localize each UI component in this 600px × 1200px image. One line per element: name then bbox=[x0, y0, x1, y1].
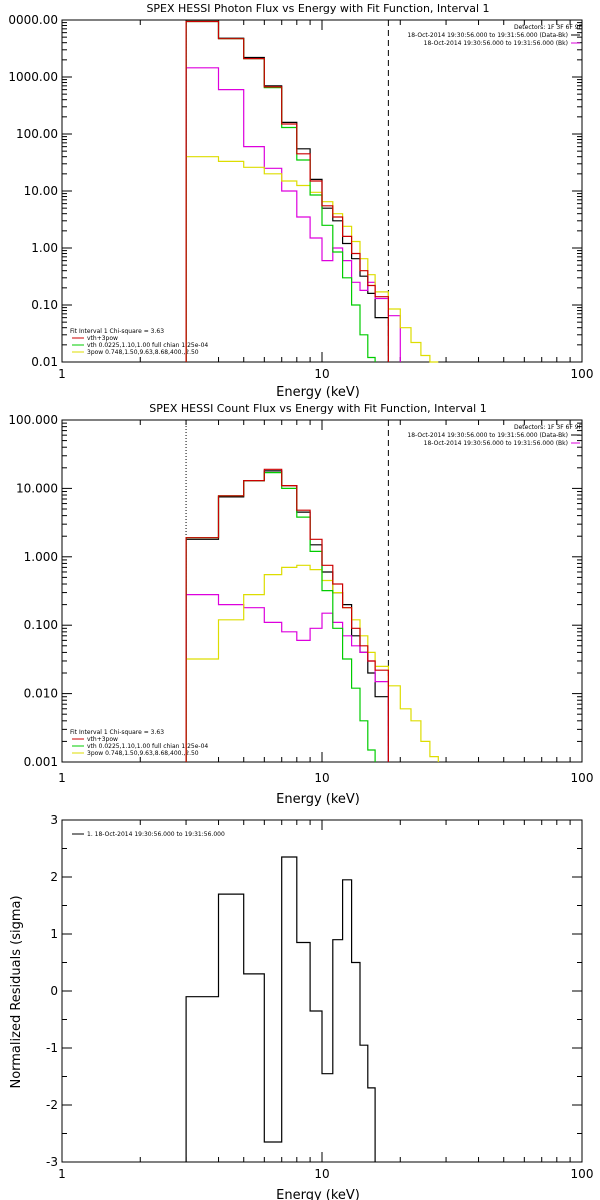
count-flux-panel: SPEX HESSI Count Flux vs Energy with Fit… bbox=[8, 402, 593, 807]
photon-x-tick-label: 10 bbox=[314, 367, 329, 381]
photon-legend-label-3: 3pow 0.748,1.50,9.63,8.68,400.,2.50 bbox=[87, 349, 199, 356]
residuals-x-tick-label: 10 bbox=[314, 1167, 329, 1181]
residuals-y-tick-label: 0 bbox=[50, 984, 58, 998]
photon-time-label-1: 18-Oct-2014 19:30:56.000 to 19:31:56.000… bbox=[407, 32, 568, 39]
count-y-tick-label: 10.000 bbox=[16, 481, 58, 495]
photon-y-tick-label: 1.00 bbox=[31, 241, 58, 255]
count-detectors-label: Detectors: 1F 3F 6F 9F bbox=[514, 424, 583, 431]
residuals-xlabel: Energy (keV) bbox=[276, 1188, 360, 1200]
photon-flux-panel: SPEX HESSI Photon Flux vs Energy with Fi… bbox=[8, 2, 593, 400]
residuals-y-tick-label: 3 bbox=[50, 813, 58, 827]
residuals-y-tick-label: -3 bbox=[46, 1155, 58, 1169]
count-y-tick-label: 1.000 bbox=[24, 550, 58, 564]
count-flux-xlabel: Energy (keV) bbox=[276, 792, 360, 807]
photon-y-tick-label: 1000.00 bbox=[8, 70, 58, 84]
count-y-tick-label: 0.100 bbox=[24, 618, 58, 632]
count-legend-label-3: 3pow 0.748,1.50,9.63,8.68,400.,2.50 bbox=[87, 750, 199, 757]
photon-y-tick-label: 100.00 bbox=[16, 127, 58, 141]
residuals-legend-label: 1. 18-Oct-2014 19:30:56.000 to 19:31:56.… bbox=[87, 831, 225, 838]
count-series-vth bbox=[185, 472, 376, 762]
photon-series-vth-3pow-total bbox=[185, 20, 389, 362]
residuals-y-tick-label: -2 bbox=[46, 1098, 58, 1112]
photon-y-tick-label: 0.01 bbox=[31, 355, 58, 369]
photon-flux-title: SPEX HESSI Photon Flux vs Energy with Fi… bbox=[146, 2, 489, 15]
count-y-tick-label: 0.010 bbox=[24, 687, 58, 701]
residuals-x-tick-label: 1 bbox=[58, 1167, 66, 1181]
photon-series-background bbox=[185, 67, 401, 362]
photon-legend-label-1: vth+3pow bbox=[87, 335, 118, 342]
count-flux-title: SPEX HESSI Count Flux vs Energy with Fit… bbox=[149, 402, 486, 415]
photon-legend-title: Fit Interval 1 Chi-square = 3.63 bbox=[70, 328, 164, 335]
count-time-label-1: 18-Oct-2014 19:30:56.000 to 19:31:56.000… bbox=[407, 432, 568, 439]
residuals-series-residual bbox=[185, 856, 376, 1162]
count-time-label-2: 18-Oct-2014 19:30:56.000 to 19:31:56.000… bbox=[424, 440, 568, 447]
count-legend-label-2: vth 0.0225,1.10,1.00 full chian 1.25e-04 bbox=[87, 743, 208, 750]
count-x-tick-label: 100 bbox=[571, 771, 594, 785]
residuals-x-tick-label: 100 bbox=[571, 1167, 594, 1181]
residuals-plot-frame bbox=[61, 819, 583, 1163]
photon-series-vth bbox=[185, 20, 376, 362]
count-legend-title: Fit Interval 1 Chi-square = 3.63 bbox=[70, 729, 164, 736]
residuals-y-tick-label: 2 bbox=[50, 870, 58, 884]
photon-time-label-2: 18-Oct-2014 19:30:56.000 to 19:31:56.000… bbox=[424, 40, 568, 47]
count-x-tick-label: 1 bbox=[58, 771, 66, 785]
count-series-bpow bbox=[185, 564, 439, 762]
count-series-data-bk bbox=[185, 470, 389, 762]
photon-series-data-bk bbox=[185, 20, 389, 362]
residuals-panel: Energy (keV) Normalized Residuals (sigma… bbox=[9, 813, 593, 1200]
photon-detectors-label: Detectors: 1F 3F 6F 9F bbox=[514, 24, 583, 31]
photon-y-tick-label: 0000.00 bbox=[8, 13, 58, 27]
photon-x-tick-label: 100 bbox=[571, 367, 594, 381]
residuals-ylabel: Normalized Residuals (sigma) bbox=[9, 895, 24, 1088]
count-series-vth-3pow-total bbox=[185, 468, 389, 762]
count-y-tick-label: 100.000 bbox=[8, 413, 58, 427]
photon-flux-xlabel: Energy (keV) bbox=[276, 385, 360, 400]
photon-x-tick-label: 1 bbox=[58, 367, 66, 381]
count-y-tick-label: 0.001 bbox=[24, 755, 58, 769]
residuals-y-tick-label: -1 bbox=[46, 1041, 58, 1055]
count-x-tick-label: 10 bbox=[314, 771, 329, 785]
count-legend-label-1: vth+3pow bbox=[87, 736, 118, 743]
residuals-y-tick-label: 1 bbox=[50, 927, 58, 941]
photon-y-tick-label: 10.00 bbox=[24, 184, 58, 198]
photon-y-tick-label: 0.10 bbox=[31, 298, 58, 312]
photon-legend-label-2: vth 0.0225,1.10,1.00 full chian 1.25e-04 bbox=[87, 342, 208, 349]
